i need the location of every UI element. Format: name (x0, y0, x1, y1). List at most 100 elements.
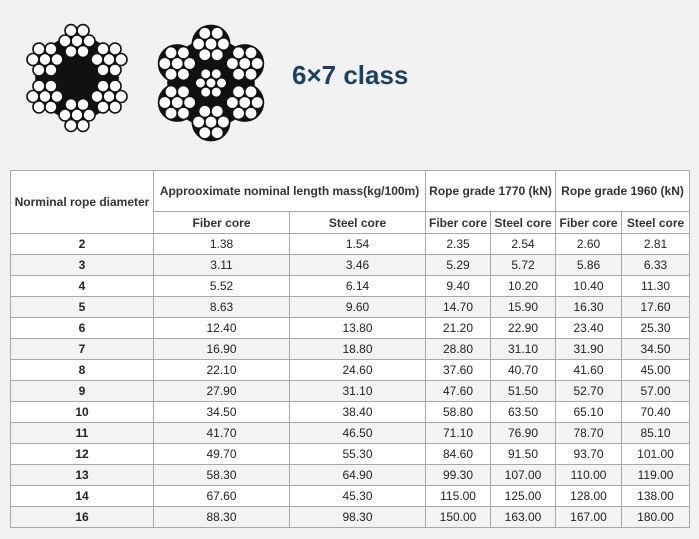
header-cell: Rope grade 1770 (kN) (425, 170, 557, 212)
wire (176, 106, 191, 121)
wire (176, 45, 191, 60)
wire (58, 108, 72, 122)
wire (114, 52, 128, 67)
cell: 14 (10, 485, 154, 507)
row: 2 1.38 1.54 2.35 2.54 2.60 2.81 (10, 233, 691, 255)
row: Norminal rope diameter Approoximate nomin… (10, 170, 691, 234)
cell: 93.70 (555, 443, 623, 465)
wire (194, 76, 207, 90)
cell: 110.00 (555, 464, 623, 486)
cell: 31.10 (490, 338, 557, 360)
wire (44, 42, 58, 56)
wire (82, 34, 96, 48)
cell: 128.00 (555, 485, 623, 507)
wire (157, 95, 172, 110)
wire (182, 95, 197, 110)
wire (216, 115, 231, 130)
row: 11 41.70 46.50 71.10 76.90 78.70 85.10 (10, 422, 691, 444)
cell: 70.40 (621, 401, 691, 423)
wire (231, 45, 246, 60)
cell: 25.30 (621, 317, 691, 339)
cell: 13.80 (288, 317, 427, 339)
wire (210, 104, 225, 119)
row: 5 8.63 9.60 14.70 15.90 16.30 17.60 (10, 296, 691, 318)
header-cell: Steel core (490, 211, 557, 234)
cell: 71.10 (425, 422, 492, 444)
cell: 47.60 (425, 380, 492, 402)
wire (199, 86, 212, 99)
cell: 63.50 (490, 401, 557, 423)
cell: 150.00 (425, 506, 492, 528)
cell: 52.70 (555, 380, 623, 402)
row: 8 22.10 24.60 37.60 40.70 41.60 45.00 (10, 359, 691, 381)
wire (76, 44, 90, 59)
cell: 98.30 (288, 506, 427, 528)
cell: 46.50 (288, 422, 427, 444)
cell: 115.00 (425, 485, 492, 507)
wire (243, 84, 258, 99)
wire (50, 89, 64, 104)
header-cell: Rope grade 1960 (kN) (555, 170, 691, 212)
cell: 76.90 (490, 422, 557, 444)
header-cell: Steel core (621, 211, 691, 234)
cell: 84.60 (425, 443, 492, 465)
wire (176, 84, 191, 99)
cell: 58.80 (425, 401, 492, 423)
wire (197, 125, 212, 140)
wire (157, 56, 172, 71)
cell: 12.40 (153, 317, 290, 339)
cell: 11 (10, 422, 154, 444)
wire (32, 100, 46, 114)
cell: 34.50 (621, 338, 691, 360)
wire (108, 79, 122, 93)
cell: 17.60 (621, 296, 691, 318)
cell: 4 (10, 275, 154, 297)
header-cell: Norminal rope diameter (10, 170, 154, 234)
wire (44, 100, 58, 114)
cell: 28.80 (425, 338, 492, 360)
cell: 9.40 (425, 275, 492, 297)
wire (164, 67, 179, 82)
cell: 14.70 (425, 296, 492, 318)
row: 16 88.30 98.30 150.00 163.00 167.00 180.00 (10, 506, 691, 528)
header-cell: Steel core (288, 211, 427, 234)
wire (108, 42, 122, 56)
cell: 49.70 (153, 443, 290, 465)
cell: 180.00 (621, 506, 691, 528)
cell: 31.10 (288, 380, 427, 402)
wire (216, 36, 231, 51)
cell: 2.60 (555, 233, 623, 255)
cell: 21.20 (425, 317, 492, 339)
wire (82, 108, 96, 122)
cell: 37.60 (425, 359, 492, 381)
cell: 85.10 (621, 422, 691, 444)
row: Fiber core Steel core Fiber core Steel core… (11, 211, 691, 234)
cell: 8.63 (153, 296, 290, 318)
cell: 40.70 (490, 359, 557, 381)
cell: 2.81 (621, 233, 691, 255)
header-cell: Fiber core (555, 211, 623, 234)
cell: 101.00 (621, 443, 691, 465)
wire (210, 125, 225, 140)
wire (108, 63, 122, 77)
cell: 167.00 (555, 506, 623, 528)
cell: 78.70 (555, 422, 623, 444)
cell: 1.38 (153, 233, 290, 255)
cell: 138.00 (621, 485, 691, 507)
wire (231, 84, 246, 99)
cell: 6 (10, 317, 154, 339)
cell: 57.00 (621, 380, 691, 402)
header-cell: Approoximate nominal length mass(kg/100m… (152, 170, 427, 212)
cell: 51.50 (490, 380, 557, 402)
wire (164, 106, 179, 121)
cell: 38.40 (288, 401, 427, 423)
wire (231, 67, 246, 82)
cell: 41.70 (153, 422, 290, 444)
wire (210, 26, 225, 41)
wire (243, 45, 258, 60)
cell: 5 (10, 296, 154, 318)
cell: 22.10 (153, 359, 290, 381)
wire (197, 47, 212, 62)
wire (32, 42, 46, 56)
cell: 16 (10, 506, 154, 528)
